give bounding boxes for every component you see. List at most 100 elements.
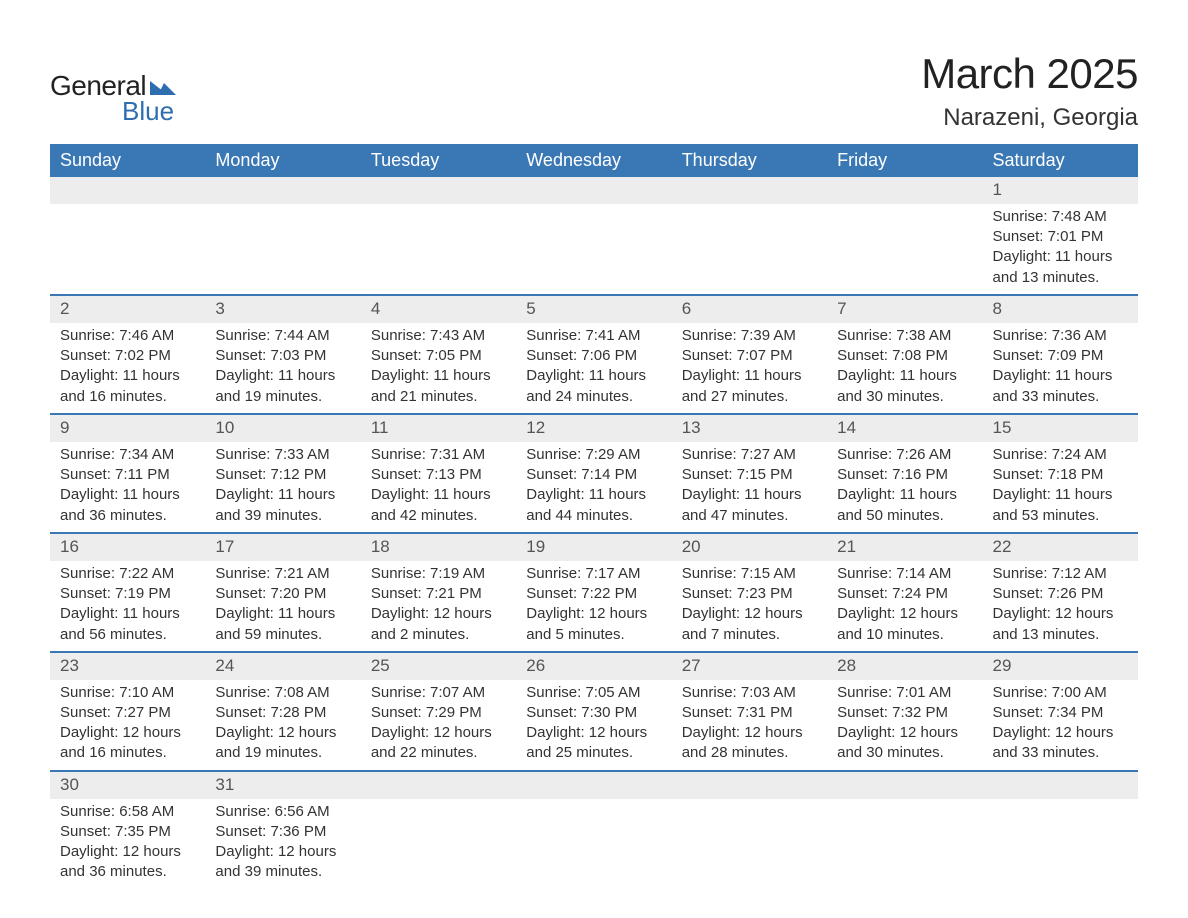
day-number [827, 772, 982, 799]
calendar-week-row: 2Sunrise: 7:46 AMSunset: 7:02 PMDaylight… [50, 295, 1138, 414]
day-details: Sunrise: 7:27 AMSunset: 7:15 PMDaylight:… [672, 442, 827, 532]
day-number: 22 [983, 534, 1138, 561]
calendar-day-cell: 25Sunrise: 7:07 AMSunset: 7:29 PMDayligh… [361, 652, 516, 771]
calendar-day-cell: 3Sunrise: 7:44 AMSunset: 7:03 PMDaylight… [205, 295, 360, 414]
calendar-week-row: 16Sunrise: 7:22 AMSunset: 7:19 PMDayligh… [50, 533, 1138, 652]
day-number: 25 [361, 653, 516, 680]
calendar-day-cell [516, 771, 671, 889]
day-number: 27 [672, 653, 827, 680]
calendar-day-cell [983, 771, 1138, 889]
calendar-day-cell: 4Sunrise: 7:43 AMSunset: 7:05 PMDaylight… [361, 295, 516, 414]
calendar-day-cell: 11Sunrise: 7:31 AMSunset: 7:13 PMDayligh… [361, 414, 516, 533]
day-details: Sunrise: 7:05 AMSunset: 7:30 PMDaylight:… [516, 680, 671, 770]
day-number: 21 [827, 534, 982, 561]
calendar-week-row: 1Sunrise: 7:48 AMSunset: 7:01 PMDaylight… [50, 177, 1138, 295]
day-details: Sunrise: 7:21 AMSunset: 7:20 PMDaylight:… [205, 561, 360, 651]
day-details: Sunrise: 7:43 AMSunset: 7:05 PMDaylight:… [361, 323, 516, 413]
day-details: Sunrise: 7:17 AMSunset: 7:22 PMDaylight:… [516, 561, 671, 651]
day-details [361, 204, 516, 213]
calendar-day-cell: 8Sunrise: 7:36 AMSunset: 7:09 PMDaylight… [983, 295, 1138, 414]
day-details [516, 204, 671, 213]
calendar-day-cell: 13Sunrise: 7:27 AMSunset: 7:15 PMDayligh… [672, 414, 827, 533]
day-number: 12 [516, 415, 671, 442]
day-number: 23 [50, 653, 205, 680]
calendar-body: 1Sunrise: 7:48 AMSunset: 7:01 PMDaylight… [50, 177, 1138, 889]
day-details: Sunrise: 7:15 AMSunset: 7:23 PMDaylight:… [672, 561, 827, 651]
calendar-day-cell: 16Sunrise: 7:22 AMSunset: 7:19 PMDayligh… [50, 533, 205, 652]
day-number: 4 [361, 296, 516, 323]
day-details [361, 799, 516, 808]
day-number: 16 [50, 534, 205, 561]
day-number: 18 [361, 534, 516, 561]
day-number: 30 [50, 772, 205, 799]
day-details [672, 799, 827, 808]
calendar-day-cell: 29Sunrise: 7:00 AMSunset: 7:34 PMDayligh… [983, 652, 1138, 771]
calendar-day-cell: 12Sunrise: 7:29 AMSunset: 7:14 PMDayligh… [516, 414, 671, 533]
day-details [827, 799, 982, 808]
calendar-day-cell [205, 177, 360, 295]
day-details: Sunrise: 7:12 AMSunset: 7:26 PMDaylight:… [983, 561, 1138, 651]
day-details: Sunrise: 7:19 AMSunset: 7:21 PMDaylight:… [361, 561, 516, 651]
weekday-header: Wednesday [516, 144, 671, 177]
calendar-day-cell: 15Sunrise: 7:24 AMSunset: 7:18 PMDayligh… [983, 414, 1138, 533]
day-number: 3 [205, 296, 360, 323]
day-number: 26 [516, 653, 671, 680]
day-details: Sunrise: 7:39 AMSunset: 7:07 PMDaylight:… [672, 323, 827, 413]
day-number: 15 [983, 415, 1138, 442]
day-details: Sunrise: 7:07 AMSunset: 7:29 PMDaylight:… [361, 680, 516, 770]
day-details: Sunrise: 7:01 AMSunset: 7:32 PMDaylight:… [827, 680, 982, 770]
day-details: Sunrise: 7:14 AMSunset: 7:24 PMDaylight:… [827, 561, 982, 651]
day-details: Sunrise: 7:00 AMSunset: 7:34 PMDaylight:… [983, 680, 1138, 770]
day-number [672, 772, 827, 799]
day-number: 20 [672, 534, 827, 561]
day-details [205, 204, 360, 213]
day-details: Sunrise: 6:56 AMSunset: 7:36 PMDaylight:… [205, 799, 360, 889]
day-details [672, 204, 827, 213]
calendar-day-cell [827, 177, 982, 295]
day-number: 28 [827, 653, 982, 680]
calendar-week-row: 30Sunrise: 6:58 AMSunset: 7:35 PMDayligh… [50, 771, 1138, 889]
day-details: Sunrise: 7:03 AMSunset: 7:31 PMDaylight:… [672, 680, 827, 770]
day-details: Sunrise: 7:24 AMSunset: 7:18 PMDaylight:… [983, 442, 1138, 532]
day-details [827, 204, 982, 213]
brand-logo: General Blue [50, 70, 176, 127]
weekday-header: Sunday [50, 144, 205, 177]
day-details: Sunrise: 7:10 AMSunset: 7:27 PMDaylight:… [50, 680, 205, 770]
calendar-day-cell [672, 771, 827, 889]
calendar-day-cell: 1Sunrise: 7:48 AMSunset: 7:01 PMDaylight… [983, 177, 1138, 295]
calendar-day-cell [361, 177, 516, 295]
day-number: 8 [983, 296, 1138, 323]
weekday-header: Friday [827, 144, 982, 177]
day-number [516, 772, 671, 799]
calendar-day-cell: 17Sunrise: 7:21 AMSunset: 7:20 PMDayligh… [205, 533, 360, 652]
day-number [361, 772, 516, 799]
calendar-day-cell [50, 177, 205, 295]
calendar-day-cell: 9Sunrise: 7:34 AMSunset: 7:11 PMDaylight… [50, 414, 205, 533]
calendar-day-cell: 26Sunrise: 7:05 AMSunset: 7:30 PMDayligh… [516, 652, 671, 771]
day-details: Sunrise: 7:22 AMSunset: 7:19 PMDaylight:… [50, 561, 205, 651]
day-details: Sunrise: 6:58 AMSunset: 7:35 PMDaylight:… [50, 799, 205, 889]
day-details: Sunrise: 7:48 AMSunset: 7:01 PMDaylight:… [983, 204, 1138, 294]
weekday-header-row: Sunday Monday Tuesday Wednesday Thursday… [50, 144, 1138, 177]
day-details: Sunrise: 7:41 AMSunset: 7:06 PMDaylight:… [516, 323, 671, 413]
calendar-day-cell: 10Sunrise: 7:33 AMSunset: 7:12 PMDayligh… [205, 414, 360, 533]
calendar-day-cell: 14Sunrise: 7:26 AMSunset: 7:16 PMDayligh… [827, 414, 982, 533]
calendar-day-cell: 22Sunrise: 7:12 AMSunset: 7:26 PMDayligh… [983, 533, 1138, 652]
calendar-day-cell: 21Sunrise: 7:14 AMSunset: 7:24 PMDayligh… [827, 533, 982, 652]
day-number: 9 [50, 415, 205, 442]
calendar-day-cell: 28Sunrise: 7:01 AMSunset: 7:32 PMDayligh… [827, 652, 982, 771]
day-details: Sunrise: 7:36 AMSunset: 7:09 PMDaylight:… [983, 323, 1138, 413]
day-details: Sunrise: 7:29 AMSunset: 7:14 PMDaylight:… [516, 442, 671, 532]
day-number: 24 [205, 653, 360, 680]
calendar-week-row: 23Sunrise: 7:10 AMSunset: 7:27 PMDayligh… [50, 652, 1138, 771]
calendar-day-cell: 24Sunrise: 7:08 AMSunset: 7:28 PMDayligh… [205, 652, 360, 771]
calendar-day-cell [827, 771, 982, 889]
calendar-day-cell: 7Sunrise: 7:38 AMSunset: 7:08 PMDaylight… [827, 295, 982, 414]
weekday-header: Tuesday [361, 144, 516, 177]
day-number: 6 [672, 296, 827, 323]
day-number: 31 [205, 772, 360, 799]
brand-triangle-icon [150, 77, 176, 95]
day-details: Sunrise: 7:31 AMSunset: 7:13 PMDaylight:… [361, 442, 516, 532]
day-number: 19 [516, 534, 671, 561]
day-number: 10 [205, 415, 360, 442]
